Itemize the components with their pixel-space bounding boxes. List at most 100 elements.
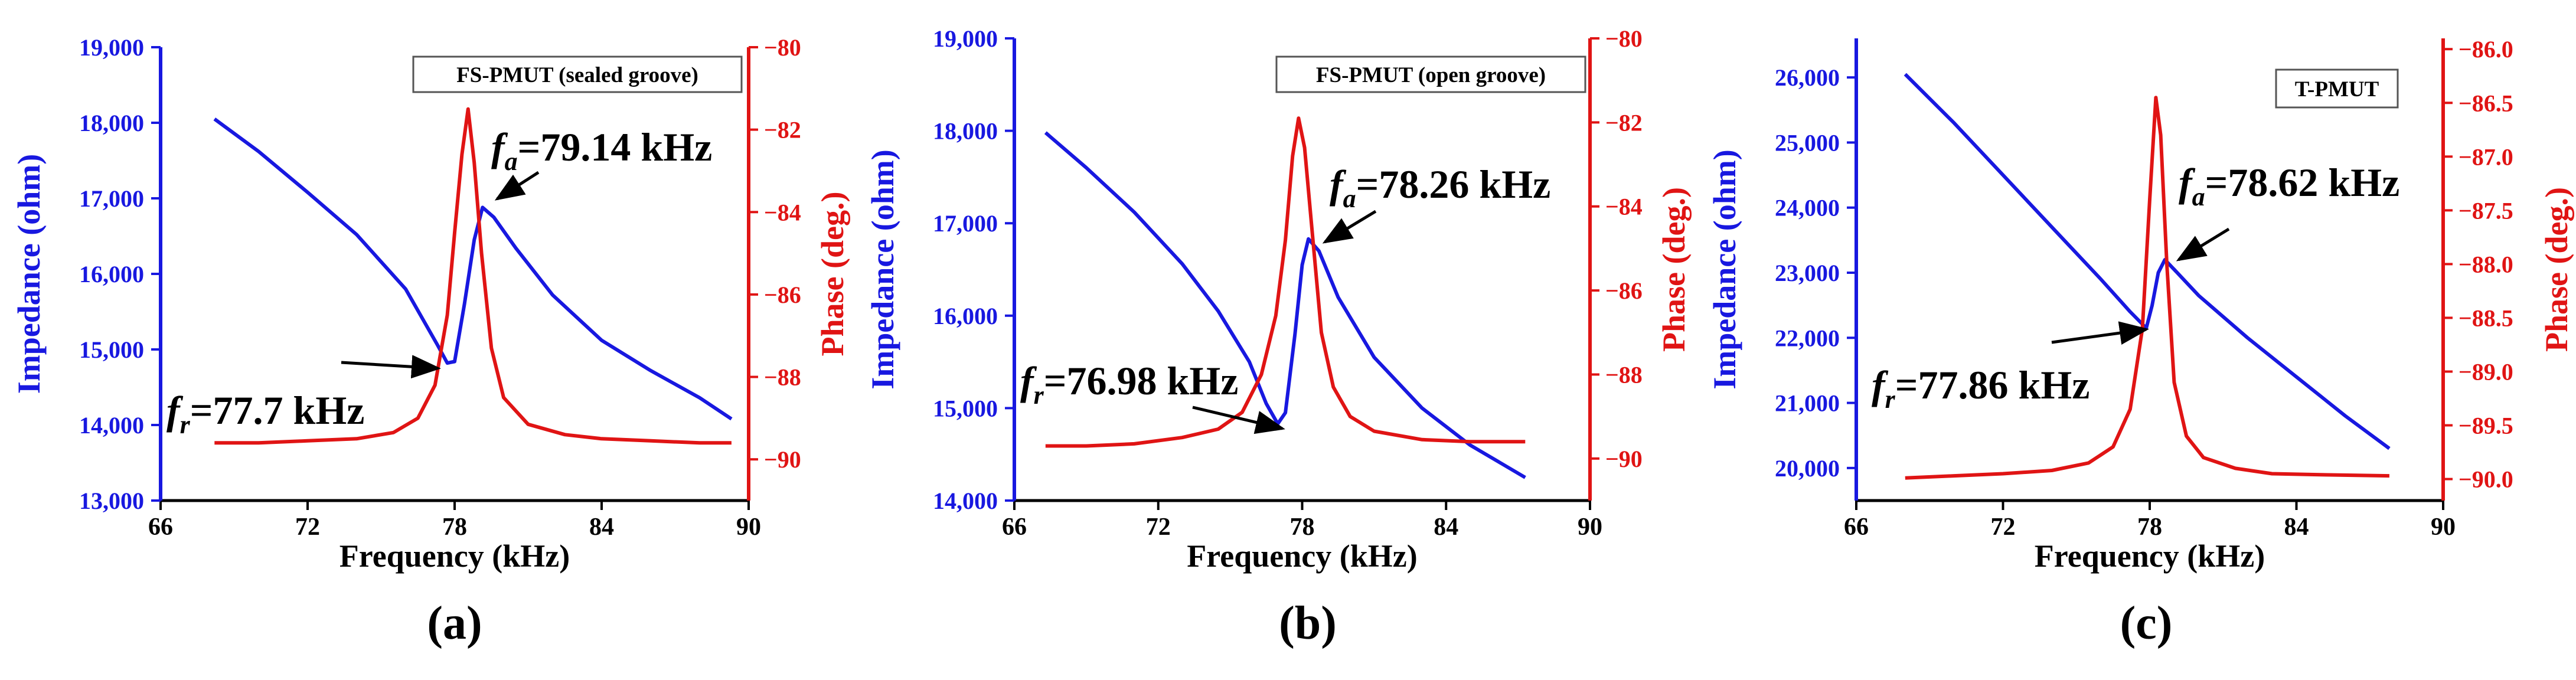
annotation-subscript: a <box>2192 182 2205 211</box>
annotation-subscript: r <box>1885 385 1896 414</box>
x-axis-title: Frequency (kHz) <box>1187 538 1417 574</box>
right-y-tick-label: −87.0 <box>2459 143 2513 170</box>
series-line-impedance <box>1044 131 1526 479</box>
chart-panel-b: 66 72 78 84 90 14,000 15,000 16,000 17,000 18,000… <box>865 25 1692 649</box>
left-y-tick-label: 19,000 <box>79 34 144 61</box>
left-y-axis-title: Impedance (ohm) <box>11 154 47 394</box>
right-y-tick-label: −86.5 <box>2459 90 2513 116</box>
x-axis-title: Frequency (kHz) <box>339 538 570 574</box>
legend-box <box>1275 55 1586 93</box>
annotation-label: fr=77.86 kHz <box>1872 362 2089 414</box>
right-y-tick-label: −88.5 <box>2459 305 2513 331</box>
chart-panel-c: 66 72 78 84 90 20,000 21,000 22,000 23,000 24,000… <box>1707 36 2574 649</box>
left-y-tick-label: 18,000 <box>933 118 998 145</box>
x-tick-label: 90 <box>736 514 761 541</box>
panel-label: (a) <box>427 597 482 649</box>
x-tick-label: 66 <box>148 514 173 541</box>
right-y-tick-label: −86 <box>1605 277 1643 304</box>
x-tick-label: 72 <box>1146 514 1171 541</box>
left-y-tick-label: 17,000 <box>79 185 144 212</box>
right-y-tick-label: −90 <box>1605 446 1643 472</box>
annotation-arrow <box>341 355 441 379</box>
annotation-value: =78.62 kHz <box>2205 160 2400 205</box>
x-tick-label: 66 <box>1002 514 1027 541</box>
left-y-axis-title: Impedance (ohm) <box>865 149 900 389</box>
left-y-tick-label: 26,000 <box>1775 64 1840 91</box>
annotation-value: =77.7 kHz <box>190 388 365 433</box>
right-y-tick-label: −82 <box>764 117 801 143</box>
left-y-tick-label: 22,000 <box>1775 325 1840 351</box>
annotation-label: fa=78.62 kHz <box>2179 160 2399 211</box>
annotation-value: =79.14 kHz <box>518 125 713 169</box>
legend-label: FS-PMUT (open groove) <box>1316 63 1546 87</box>
annotation-subscript: r <box>180 410 191 439</box>
x-tick-label: 72 <box>295 514 320 541</box>
x-tick-label: 78 <box>442 514 467 541</box>
annotation-arrow <box>1192 406 1285 434</box>
left-y-tick-label: 15,000 <box>79 336 144 363</box>
panel-label: (c) <box>2120 597 2173 649</box>
annotation-label: fa=78.26 kHz <box>1330 162 1550 213</box>
left-y-tick-label: 19,000 <box>933 25 998 52</box>
right-y-tick-label: −86 <box>764 282 801 308</box>
series-line-phase <box>1905 96 2389 480</box>
annotation-arrow <box>1322 210 1377 244</box>
annotation-value: =78.26 kHz <box>1356 162 1551 207</box>
annotation-label: fr=77.7 kHz <box>166 388 364 439</box>
x-tick-label: 78 <box>1290 514 1315 541</box>
annotation-value: =76.98 kHz <box>1044 358 1239 403</box>
annotation-arrow <box>494 171 540 201</box>
right-y-tick-label: −86.0 <box>2459 36 2513 63</box>
legend-label: FS-PMUT (sealed groove) <box>456 63 698 87</box>
right-y-tick-label: −80 <box>764 34 801 61</box>
left-y-tick-label: 14,000 <box>933 488 998 514</box>
series-line-impedance <box>1904 73 2391 450</box>
series-line-phase <box>1045 116 1526 448</box>
right-y-tick-label: −88 <box>1605 361 1643 388</box>
x-tick-label: 90 <box>2431 514 2456 541</box>
annotation-arrow <box>2176 227 2230 261</box>
annotation-arrow <box>2051 321 2149 345</box>
panel-label: (b) <box>1279 597 1337 649</box>
annotation-label: fa=79.14 kHz <box>491 125 712 176</box>
legend-label: T-PMUT <box>2295 77 2379 102</box>
left-y-tick-label: 13,000 <box>79 488 144 514</box>
left-y-tick-label: 16,000 <box>933 303 998 329</box>
x-tick-label: 78 <box>2137 514 2162 541</box>
left-y-tick-label: 21,000 <box>1775 390 1840 417</box>
left-y-tick-label: 23,000 <box>1775 260 1840 286</box>
x-axis-title: Frequency (kHz) <box>2035 538 2265 574</box>
right-y-axis-title: Phase (deg.) <box>2539 187 2574 352</box>
right-y-tick-label: −87.5 <box>2459 197 2513 224</box>
left-y-axis-title: Impedance (ohm) <box>1707 149 1742 389</box>
left-y-tick-label: 14,000 <box>79 412 144 439</box>
annotation-subscript: r <box>1034 381 1044 410</box>
right-y-tick-label: −89.0 <box>2459 358 2513 385</box>
right-y-axis-title: Phase (deg.) <box>1656 187 1692 352</box>
right-y-tick-label: −84 <box>764 199 801 225</box>
x-tick-label: 84 <box>1434 514 1458 541</box>
right-y-tick-label: −84 <box>1605 194 1643 220</box>
annotation-subscript: a <box>505 147 518 176</box>
right-y-tick-label: −90.0 <box>2459 466 2513 493</box>
left-y-tick-label: 18,000 <box>79 110 144 136</box>
right-y-tick-label: −82 <box>1605 109 1643 136</box>
right-y-tick-label: −80 <box>1605 25 1643 52</box>
x-tick-label: 84 <box>2284 514 2309 541</box>
x-tick-label: 90 <box>1578 514 1602 541</box>
series-line-impedance <box>213 117 733 421</box>
right-y-tick-label: −90 <box>764 446 801 473</box>
right-y-axis-title: Phase (deg.) <box>815 192 850 357</box>
right-y-tick-label: −88 <box>764 364 801 391</box>
annotation-value: =77.86 kHz <box>1895 362 2090 407</box>
legend-box <box>412 55 743 93</box>
annotation-subscript: a <box>1343 184 1356 213</box>
x-tick-label: 66 <box>1844 514 1869 541</box>
left-y-tick-label: 15,000 <box>933 395 998 421</box>
left-y-tick-label: 16,000 <box>79 261 144 287</box>
right-y-tick-label: −88.0 <box>2459 251 2513 277</box>
left-y-tick-label: 25,000 <box>1775 129 1840 156</box>
chart-panel-a: 66 72 78 84 90 13,000 14,000 15,000 16,000 17,000… <box>11 34 850 649</box>
left-y-tick-label: 24,000 <box>1775 195 1840 221</box>
